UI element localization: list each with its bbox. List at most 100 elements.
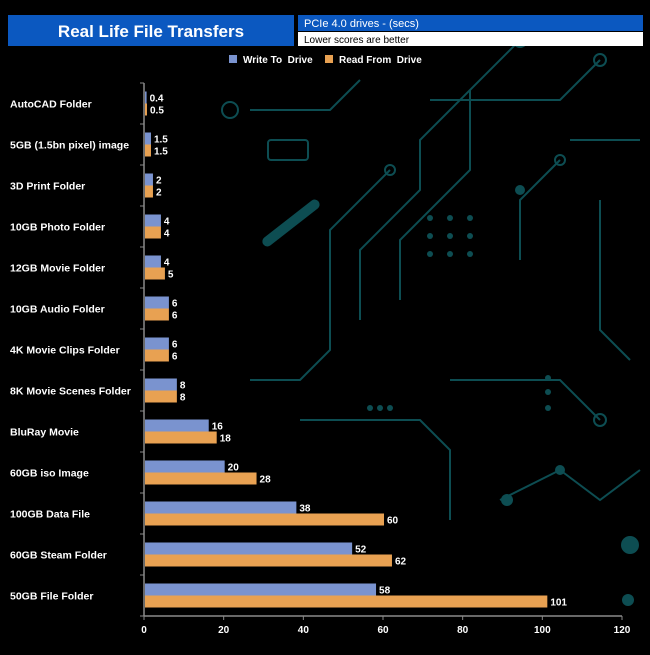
circuit-background [221,32,641,520]
circuit-node [221,101,239,119]
bar-read [145,349,169,362]
circuit-trace [519,159,561,260]
category-label: 4K Movie Clips Folder [10,345,120,357]
circuit-trace [250,79,361,111]
circuit-pad [515,185,525,195]
category-label: 100GB Data File [10,509,90,521]
category-labels: AutoCAD Folder 5GB (1.5bn pixel) image 3D … [10,99,131,603]
circuit-pad [621,536,639,554]
category-label: 50GB File Folder [10,591,93,603]
circuit-pad [555,465,565,475]
subtitle-banner [298,15,643,31]
circuit-pad [467,233,473,239]
bar-write [145,132,151,145]
note-banner [298,32,643,46]
bar-write [145,296,169,309]
circuit-pad [467,251,473,257]
bar-write [145,542,353,555]
category-label: AutoCAD Folder [10,99,92,111]
bar-write [145,214,161,227]
circuit-pad [447,251,453,257]
circuit-pad [387,405,393,411]
category-label: 60GB Steam Folder [10,550,107,562]
bar-read [145,226,161,239]
chart-subtitle: PCIe 4.0 drives - (secs) [304,18,419,30]
value-label-read: 1.5 [154,147,168,158]
bar-read [145,513,384,526]
circuit-pad [367,405,373,411]
circuit-trace [430,59,601,101]
circuit-pad [501,494,513,506]
circuit-pad [427,215,433,221]
legend-swatch-write [229,55,237,63]
circuit-trace [250,169,391,381]
bar-read [145,103,147,116]
circuit-trace [359,39,521,320]
x-tick-label: 60 [377,625,389,636]
value-label-write: 6 [172,340,178,351]
category-label: 10GB Audio Folder [10,304,105,316]
bar-read [145,144,151,157]
bar-read [145,554,392,567]
legend-label-write: Write To Drive [243,55,313,66]
bar-write [145,460,225,473]
bar-write [145,378,177,391]
category-label: 12GB Movie Folder [10,263,105,275]
data-labels: 0.40.51.51.52244456666881618202838605262… [150,94,568,609]
chart-title: Real Life File Transfers [58,22,244,41]
value-label-write: 38 [299,504,311,515]
x-tick-label: 40 [298,625,310,636]
bar-read [145,308,169,321]
bar-read [145,472,257,485]
axes: 0 20 40 60 80 100 120 [140,82,631,636]
bar-read [145,185,153,198]
bar-write [145,501,297,514]
bar-read [145,431,217,444]
circuit-pads [262,185,639,606]
value-label-write: 16 [212,422,224,433]
bar-write [145,255,161,268]
value-label-read: 0.5 [150,106,164,117]
circuit-pad [427,251,433,257]
bars [145,91,548,608]
value-label-write: 6 [172,299,178,310]
category-label: 8K Movie Scenes Folder [10,386,131,398]
circuit-pad [622,594,634,606]
circuit-trace [450,379,601,421]
circuit-bar [262,199,320,247]
x-tick-label: 80 [457,625,469,636]
circuit-pad [545,375,551,381]
x-tick-label: 100 [534,625,551,636]
value-label-write: 2 [156,176,162,187]
value-label-read: 8 [180,393,186,404]
circuit-chip [267,139,309,161]
legend-label-read: Read From Drive [339,55,422,66]
circuit-node [554,154,566,166]
bar-write [145,337,169,350]
circuit-pad [447,233,453,239]
value-label-read: 4 [164,229,170,240]
value-label-write: 4 [164,217,170,228]
circuit-pad [545,405,551,411]
value-label-write: 1.5 [154,135,168,146]
circuit-trace [300,419,451,520]
category-label: BluRay Movie [10,427,79,439]
bar-read [145,595,548,608]
bar-read [145,390,177,403]
circuit-pad [545,389,551,395]
value-label-read: 60 [387,516,399,527]
value-label-read: 5 [168,270,174,281]
circuit-trace [499,468,641,502]
circuit-trace [399,90,471,300]
category-label: 3D Print Folder [10,181,85,193]
value-label-write: 8 [180,381,186,392]
title-banner [8,15,294,46]
value-label-write: 0.4 [150,94,164,105]
bar-write [145,91,147,104]
category-label: 5GB (1.5bn pixel) image [10,140,129,152]
legend-swatch-read [325,55,333,63]
value-label-read: 6 [172,352,178,363]
x-tick-label: 0 [141,625,147,636]
